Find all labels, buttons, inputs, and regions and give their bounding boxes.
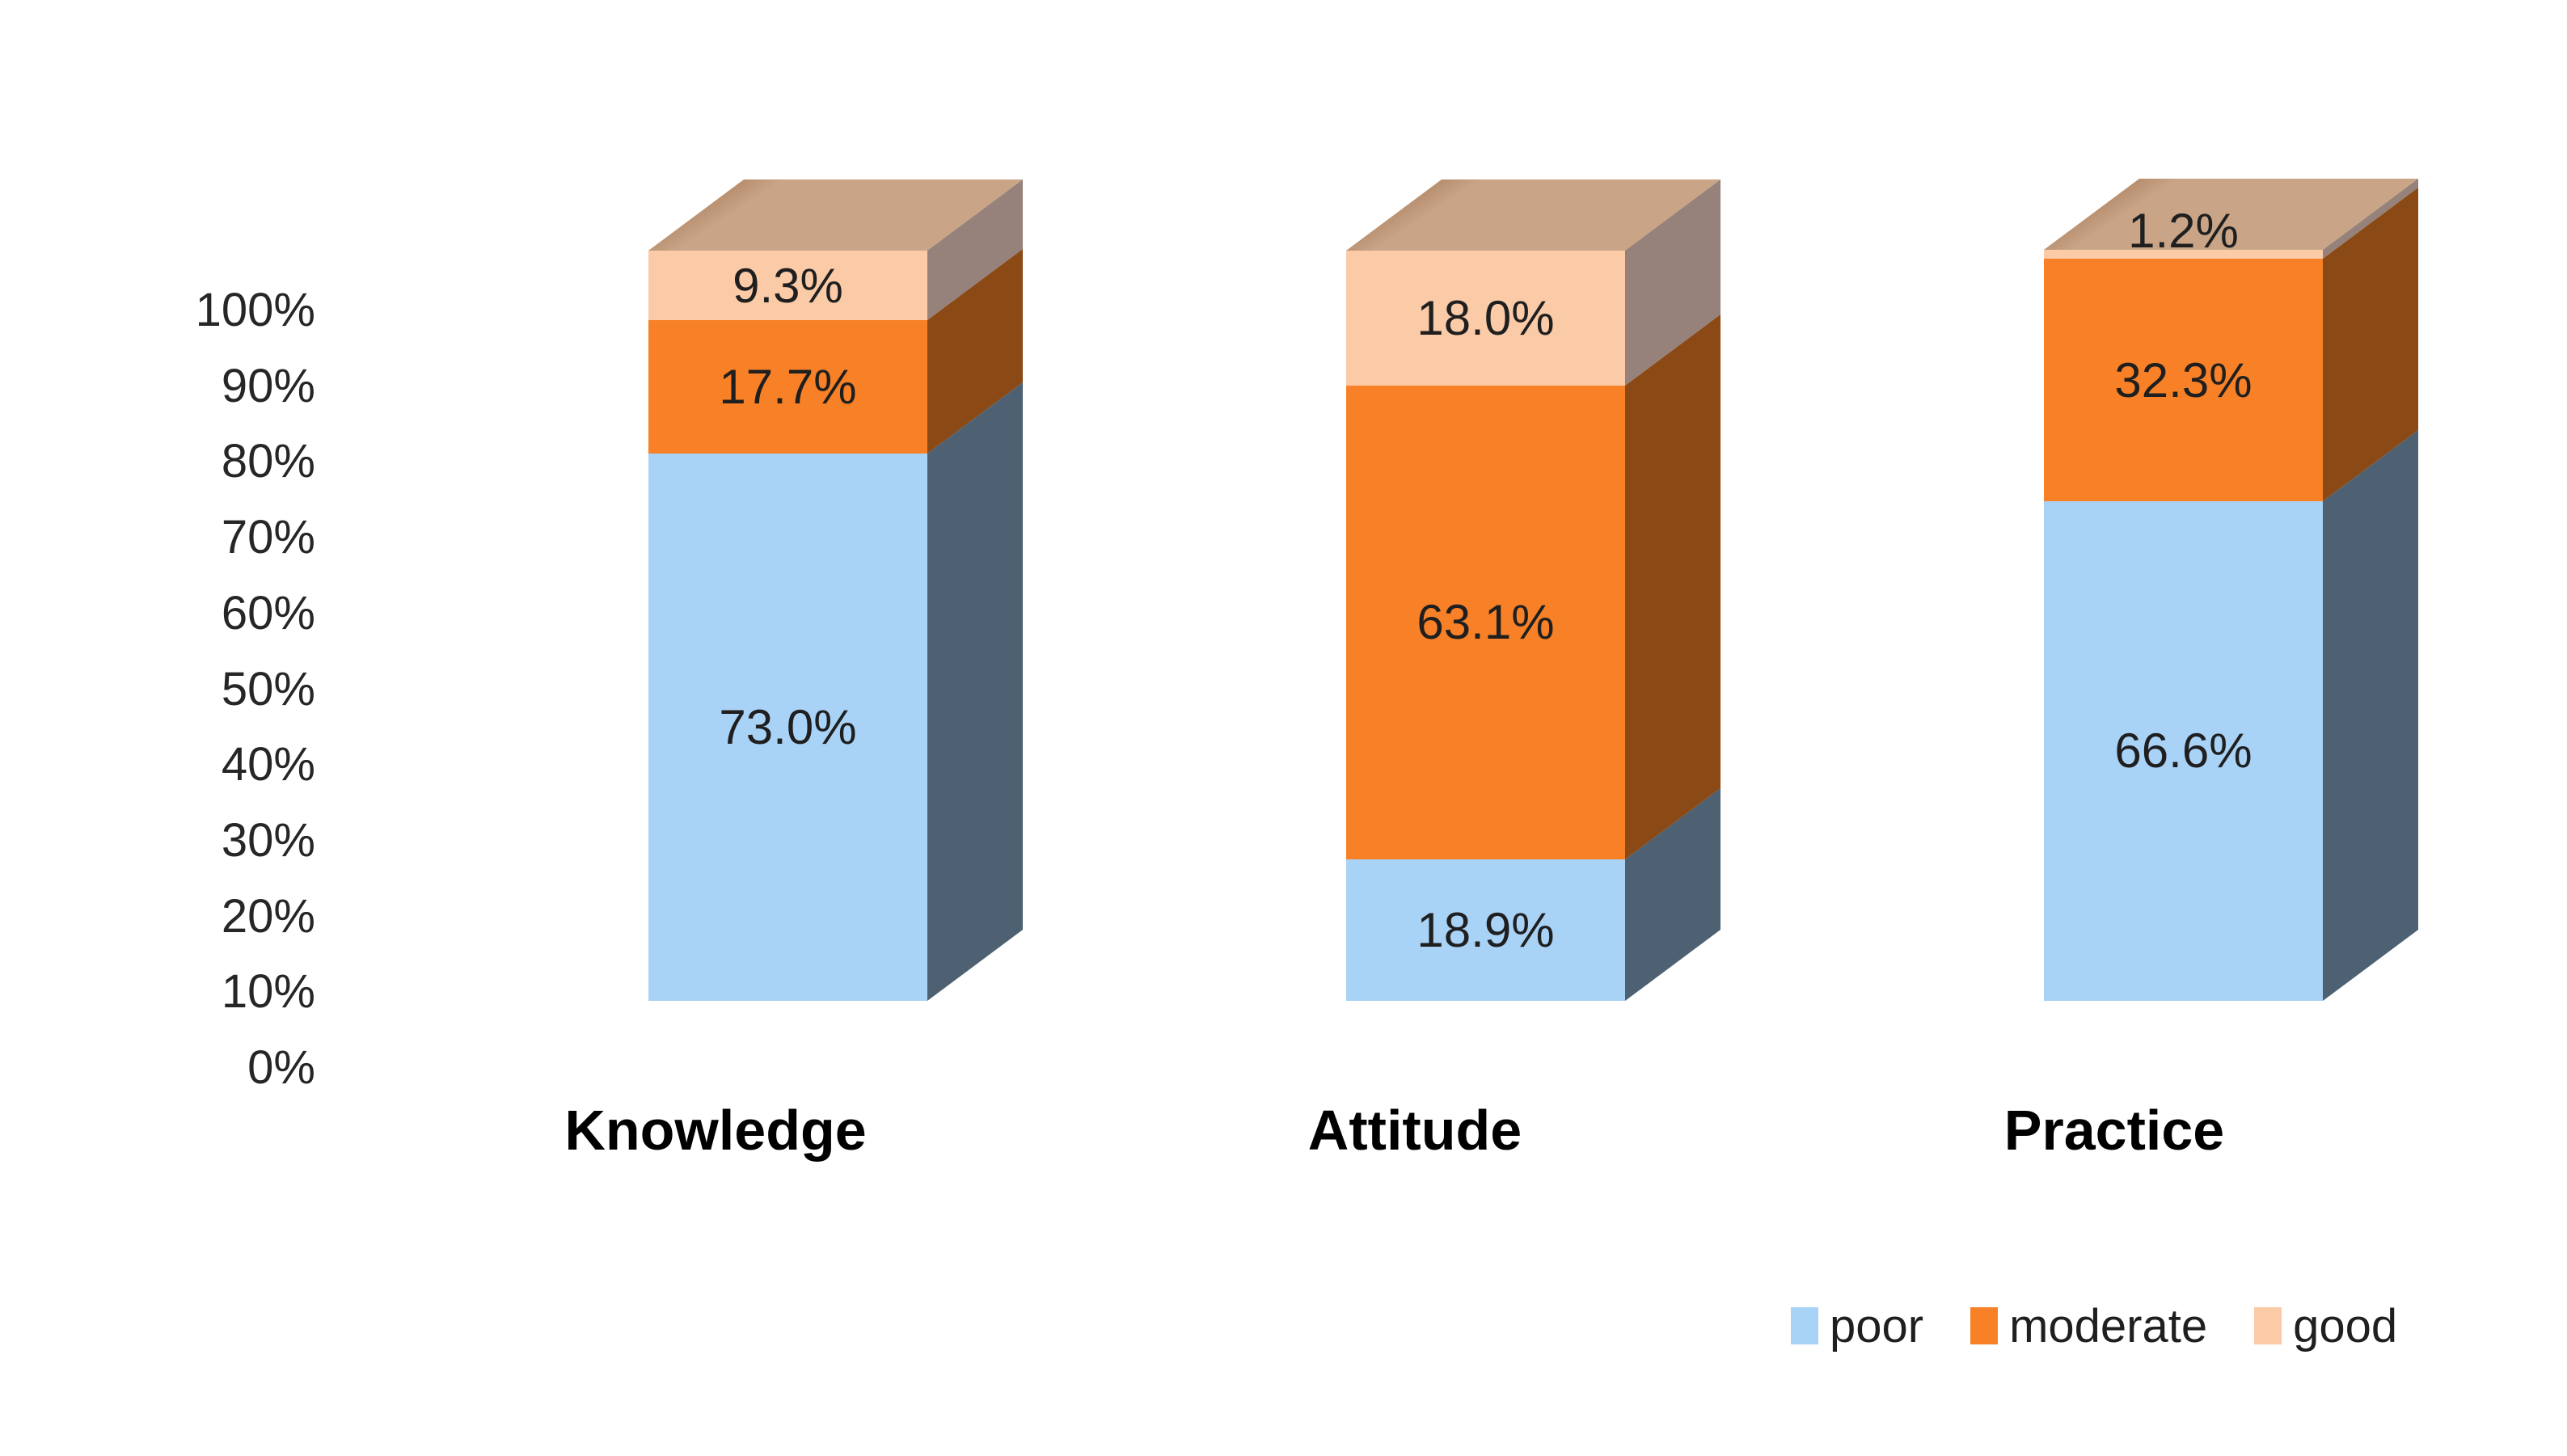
segment-poor: 66.6% xyxy=(2044,500,2323,1001)
legend-swatch-poor xyxy=(1791,1307,1818,1344)
segment-good xyxy=(2044,250,2323,260)
data-label: 32.3% xyxy=(2114,352,2252,407)
data-label: 73.0% xyxy=(719,699,857,754)
y-axis-tick-label: 90% xyxy=(221,359,315,412)
segment-moderate: 17.7% xyxy=(648,320,927,454)
bar-knowledge: 9.3% 17.7% 73.0% xyxy=(648,179,1024,1001)
legend: poor moderate good xyxy=(1791,1292,2397,1360)
y-axis-tick-label: 60% xyxy=(221,586,315,639)
category-label-attitude: Attitude xyxy=(1307,1099,1522,1162)
legend-item-good: good xyxy=(2254,1299,2397,1353)
legend-label: poor xyxy=(1830,1299,1924,1353)
bar-side-face xyxy=(2323,179,2418,1001)
bar-front-face: 18.0% 63.1% 18.9% xyxy=(1346,251,1625,1001)
y-axis-tick-label: 40% xyxy=(221,738,315,791)
y-axis-tick-label: 50% xyxy=(221,662,315,715)
legend-label: moderate xyxy=(2009,1299,2208,1353)
bar-side-face xyxy=(1625,179,1720,1001)
bar-side-face xyxy=(927,179,1023,1001)
data-label: 18.0% xyxy=(1416,291,1555,346)
legend-label: good xyxy=(2293,1299,2398,1353)
data-label: 9.3% xyxy=(733,258,843,313)
bar-attitude: 18.0% 63.1% 18.9% xyxy=(1346,179,1721,1001)
data-label: 18.9% xyxy=(1416,902,1555,957)
side-segment-poor xyxy=(927,382,1023,1001)
segment-poor: 73.0% xyxy=(648,453,927,1001)
category-label-knowledge: Knowledge xyxy=(564,1099,867,1162)
y-axis-tick-label: 30% xyxy=(221,813,315,867)
segment-poor: 18.9% xyxy=(1346,859,1625,1001)
legend-item-moderate: moderate xyxy=(1970,1299,2207,1353)
bar-practice: 32.3% 66.6% 1.2% xyxy=(2044,179,2419,1001)
data-label: 66.6% xyxy=(2114,724,2252,779)
segment-good: 18.0% xyxy=(1346,251,1625,386)
segment-moderate: 32.3% xyxy=(2044,259,2323,501)
side-segment-poor xyxy=(2323,429,2418,1001)
side-segment-moderate xyxy=(1625,314,1720,859)
segment-good: 9.3% xyxy=(648,251,927,321)
legend-item-poor: poor xyxy=(1791,1299,1923,1353)
y-axis-tick-label: 10% xyxy=(221,965,315,1019)
y-axis-tick-label: 20% xyxy=(221,889,315,943)
data-label: 17.7% xyxy=(719,359,857,414)
data-label: 1.2% xyxy=(2128,204,2239,259)
category-label-practice: Practice xyxy=(2003,1099,2225,1162)
bar-front-face: 9.3% 17.7% 73.0% xyxy=(648,251,927,1001)
segment-moderate: 63.1% xyxy=(1346,386,1625,859)
y-axis-tick-label: 70% xyxy=(221,511,315,564)
y-axis-tick-label: 80% xyxy=(221,435,315,488)
y-axis-tick-label: 0% xyxy=(247,1041,315,1094)
legend-swatch-moderate xyxy=(1970,1307,1999,1344)
y-axis-tick-label: 100% xyxy=(195,284,315,336)
legend-swatch-good xyxy=(2254,1307,2282,1344)
data-label: 63.1% xyxy=(1416,595,1555,650)
bar-front-face: 32.3% 66.6% xyxy=(2044,250,2323,1001)
